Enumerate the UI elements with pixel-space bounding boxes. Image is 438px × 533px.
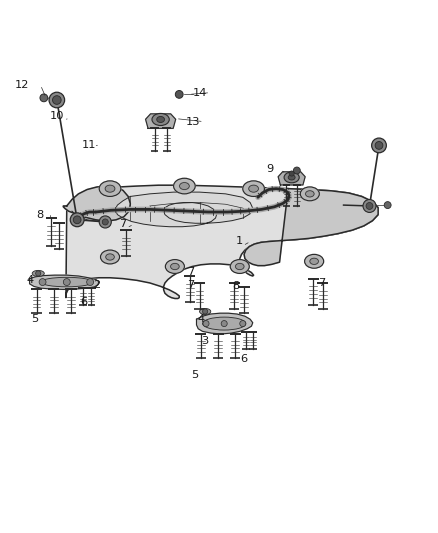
Text: 7: 7 bbox=[187, 266, 194, 277]
Ellipse shape bbox=[236, 263, 244, 270]
Ellipse shape bbox=[152, 114, 169, 126]
Ellipse shape bbox=[106, 254, 114, 260]
Text: 9: 9 bbox=[266, 164, 274, 174]
Ellipse shape bbox=[105, 185, 115, 192]
Text: 7: 7 bbox=[318, 278, 325, 288]
Text: 2: 2 bbox=[93, 280, 101, 289]
Ellipse shape bbox=[166, 260, 184, 273]
Circle shape bbox=[372, 138, 386, 153]
Text: 6: 6 bbox=[81, 297, 88, 307]
Text: 10: 10 bbox=[49, 111, 64, 121]
Text: 4: 4 bbox=[26, 276, 33, 285]
Polygon shape bbox=[197, 313, 253, 334]
Text: 5: 5 bbox=[32, 314, 39, 324]
Ellipse shape bbox=[284, 172, 299, 183]
Text: 7: 7 bbox=[187, 280, 194, 289]
Ellipse shape bbox=[173, 178, 195, 194]
Ellipse shape bbox=[99, 181, 121, 197]
Circle shape bbox=[366, 203, 373, 209]
Circle shape bbox=[35, 271, 41, 276]
Circle shape bbox=[289, 171, 294, 176]
Polygon shape bbox=[145, 114, 176, 128]
Circle shape bbox=[49, 92, 65, 108]
Polygon shape bbox=[278, 172, 305, 185]
Ellipse shape bbox=[306, 191, 314, 197]
Circle shape bbox=[363, 199, 376, 213]
Polygon shape bbox=[244, 189, 378, 265]
Circle shape bbox=[64, 279, 70, 286]
Circle shape bbox=[175, 91, 183, 98]
Ellipse shape bbox=[100, 250, 120, 264]
Circle shape bbox=[203, 320, 209, 327]
Circle shape bbox=[87, 279, 94, 286]
Circle shape bbox=[40, 94, 48, 102]
Ellipse shape bbox=[288, 175, 295, 180]
Text: 11: 11 bbox=[82, 140, 96, 150]
Polygon shape bbox=[115, 192, 253, 227]
Circle shape bbox=[202, 309, 208, 314]
Text: 4: 4 bbox=[197, 314, 205, 324]
Text: 6: 6 bbox=[240, 354, 247, 365]
Ellipse shape bbox=[310, 258, 318, 264]
Ellipse shape bbox=[171, 263, 179, 270]
Ellipse shape bbox=[41, 277, 93, 287]
Polygon shape bbox=[30, 275, 99, 289]
Circle shape bbox=[384, 201, 391, 208]
Ellipse shape bbox=[304, 254, 324, 268]
Text: 1: 1 bbox=[236, 237, 244, 246]
Ellipse shape bbox=[249, 185, 258, 192]
Text: 8: 8 bbox=[232, 281, 239, 291]
Polygon shape bbox=[64, 186, 131, 221]
Ellipse shape bbox=[243, 181, 265, 197]
Circle shape bbox=[293, 167, 300, 174]
Polygon shape bbox=[66, 185, 378, 298]
Circle shape bbox=[240, 320, 246, 327]
Text: 7: 7 bbox=[120, 219, 127, 229]
Ellipse shape bbox=[230, 260, 249, 273]
Text: 13: 13 bbox=[186, 117, 200, 127]
Circle shape bbox=[39, 279, 46, 286]
Circle shape bbox=[73, 216, 81, 224]
Circle shape bbox=[99, 216, 111, 228]
Ellipse shape bbox=[200, 309, 211, 314]
Ellipse shape bbox=[180, 183, 189, 190]
Ellipse shape bbox=[202, 317, 246, 330]
Circle shape bbox=[102, 219, 108, 225]
Text: 14: 14 bbox=[192, 87, 207, 98]
Circle shape bbox=[70, 213, 84, 227]
Text: 5: 5 bbox=[191, 370, 199, 381]
Circle shape bbox=[221, 320, 227, 327]
Text: 12: 12 bbox=[15, 80, 29, 90]
Ellipse shape bbox=[157, 116, 165, 123]
Text: 8: 8 bbox=[36, 211, 43, 221]
Circle shape bbox=[375, 142, 383, 149]
Text: 3: 3 bbox=[201, 336, 209, 346]
Ellipse shape bbox=[300, 187, 319, 201]
Ellipse shape bbox=[32, 270, 44, 277]
Circle shape bbox=[53, 96, 61, 104]
